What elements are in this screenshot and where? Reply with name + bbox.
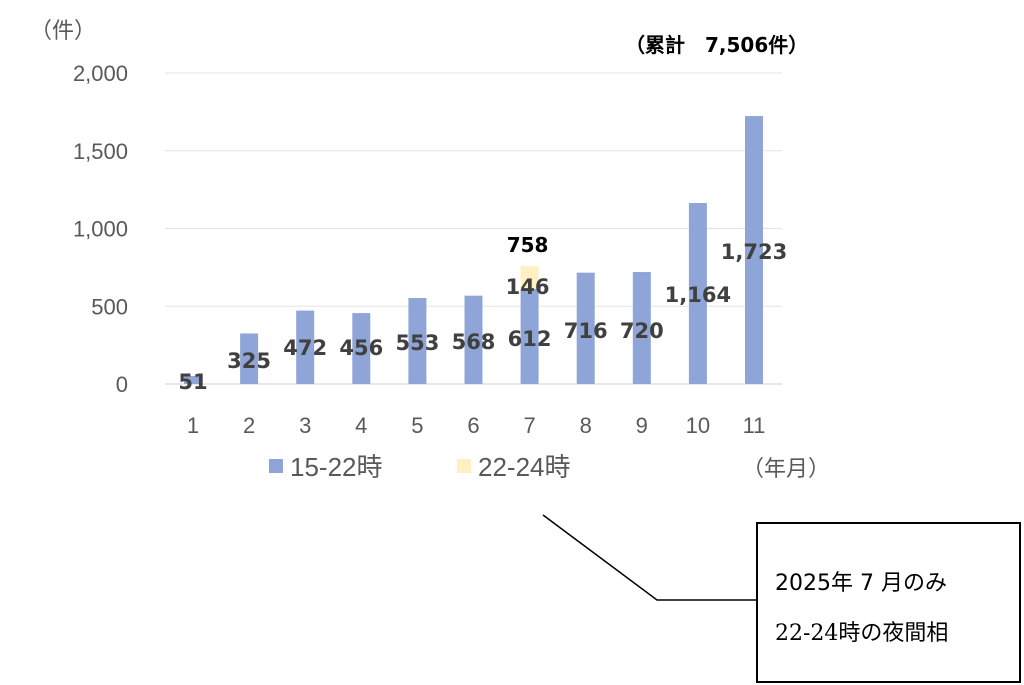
legend-swatch-22-24 <box>457 459 471 473</box>
y-tick-label: 0 <box>116 372 128 397</box>
legend: 15-22時 22-24時 <box>269 452 571 482</box>
x-tick-label: 3 <box>299 413 311 438</box>
data-label-22-24: 146 <box>506 275 550 299</box>
y-tick-label: 2,000 <box>73 61 128 86</box>
bar-15-22-4 <box>352 313 371 384</box>
x-tick-label: 10 <box>686 413 710 438</box>
bar-22-24-7 <box>520 266 539 289</box>
bar-15-22-10 <box>688 202 707 384</box>
x-tick-label: 2 <box>243 413 255 438</box>
bar-15-22-3 <box>296 310 315 384</box>
callout-line-1: 2025年 7 月のみ <box>775 571 947 596</box>
legend-label-22-24: 22-24時 <box>478 452 571 482</box>
y-tick-label: 500 <box>91 294 128 319</box>
callout-line <box>542 514 757 601</box>
data-label-15-22: 1,164 <box>665 283 731 307</box>
x-tick-label: 6 <box>467 413 479 438</box>
legend-label-15-22: 15-22時 <box>290 452 383 482</box>
data-label-15-22: 51 <box>178 370 207 394</box>
bar-15-22-8 <box>576 272 595 384</box>
data-label-15-22: 325 <box>227 349 271 373</box>
x-tick-label: 11 <box>743 413 766 438</box>
data-label-total: 758 <box>507 233 549 257</box>
data-label-15-22: 456 <box>339 336 383 360</box>
legend-swatch-15-22 <box>269 459 283 473</box>
data-label-15-22: 612 <box>508 327 552 351</box>
bar-15-22-11 <box>745 116 763 385</box>
y-axis-label: （件） <box>30 18 96 43</box>
x-axis-label: （年月） <box>742 456 830 481</box>
x-tick-label: 4 <box>355 413 367 438</box>
x-tick-label: 7 <box>523 413 535 438</box>
bar-15-22-9 <box>632 272 651 384</box>
data-label-15-22: 472 <box>283 336 327 360</box>
data-label-15-22: 720 <box>620 319 664 343</box>
bar-15-22-6 <box>464 295 483 384</box>
callout-box <box>756 522 1021 683</box>
bar-15-22-1 <box>184 376 202 384</box>
bar-15-22-2 <box>240 333 259 384</box>
data-label-15-22: 553 <box>395 331 439 355</box>
data-label-15-22: 568 <box>452 330 496 354</box>
callout-line-2: 22-24時の夜間相 <box>775 621 948 646</box>
bar-15-22-5 <box>408 298 427 384</box>
y-tick-label: 1,000 <box>73 217 128 242</box>
x-tick-label: 8 <box>580 413 592 438</box>
cumulative-total-label: （累計 7,506件） <box>625 33 808 57</box>
x-tick-label: 1 <box>187 413 199 438</box>
x-tick-label: 9 <box>636 413 648 438</box>
x-tick-label: 5 <box>411 413 423 438</box>
data-label-15-22: 716 <box>564 319 608 343</box>
y-tick-label: 1,500 <box>73 139 128 164</box>
data-label-15-22: 1,723 <box>721 240 787 264</box>
bar-15-22-7 <box>520 288 539 384</box>
